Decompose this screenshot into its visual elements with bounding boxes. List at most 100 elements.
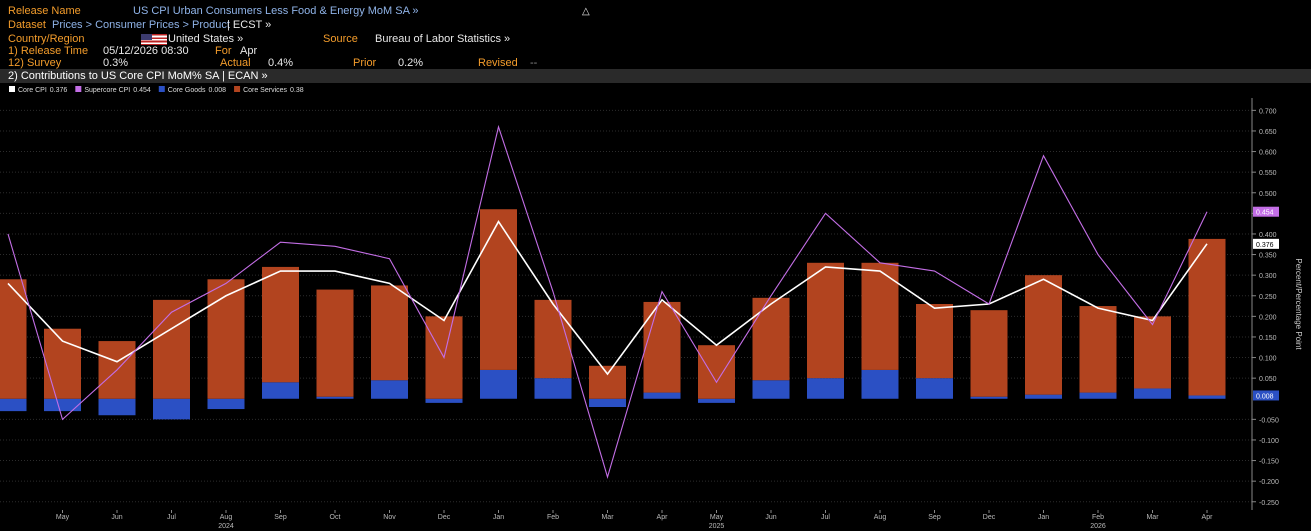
x-year-label: 2026 (1090, 523, 1106, 530)
y-tick-label: -0.100 (1259, 438, 1279, 445)
x-tick-label: Jun (765, 514, 776, 521)
bar (1134, 316, 1171, 389)
bar (0, 398, 27, 412)
bar (1188, 238, 1226, 396)
legend-swatch (75, 86, 82, 92)
bar (698, 398, 735, 403)
bar (916, 304, 953, 379)
y-tick-label: 0.150 (1259, 335, 1277, 342)
bar (861, 262, 899, 370)
x-tick-label: Dec (983, 514, 996, 521)
dataset-code[interactable]: | ECST » (227, 19, 272, 31)
bar (807, 378, 844, 399)
bar (371, 285, 408, 381)
bar (480, 209, 517, 370)
value-badge (1253, 238, 1279, 249)
bar (1025, 394, 1062, 399)
legend-value: 0.376 (50, 87, 68, 94)
x-tick-label: Nov (383, 514, 396, 521)
bar (970, 396, 1008, 399)
legend-swatch (9, 86, 15, 92)
release-name[interactable]: US CPI Urban Consumers Less Food & Energ… (133, 5, 419, 17)
bar (425, 398, 463, 403)
prior: 0.2% (398, 57, 424, 69)
legend-swatch (158, 86, 165, 92)
bar (916, 378, 953, 399)
x-tick-label: Jun (111, 514, 122, 521)
x-tick-label: Mar (1146, 514, 1159, 521)
value-badge (1253, 206, 1279, 217)
y-tick-label: 0.400 (1259, 232, 1277, 239)
bar (589, 365, 626, 399)
bar (643, 392, 681, 399)
panel-title[interactable]: 2) Contributions to US Core CPI MoM% SA … (8, 70, 268, 82)
bar (153, 299, 190, 399)
bar (534, 378, 572, 399)
bar (752, 297, 790, 381)
x-tick-label: Sep (274, 514, 287, 521)
legend-label: Core Goods (168, 87, 206, 94)
y-tick-label: -0.200 (1259, 479, 1279, 486)
revised: -- (530, 57, 538, 69)
for: Apr (240, 45, 258, 57)
y-tick-label: -0.250 (1259, 500, 1279, 507)
bar (480, 369, 517, 399)
bar (316, 396, 354, 399)
bar (0, 279, 27, 399)
bar (44, 328, 81, 399)
x-tick-label: Sep (928, 514, 941, 521)
flag (141, 34, 167, 45)
legend-label: Core Services (243, 87, 287, 94)
x-tick-label: Aug (874, 514, 887, 521)
bell-icon[interactable]: △ (582, 6, 590, 17)
value-badge-label: 0.376 (1256, 242, 1274, 249)
label: Country/Region (8, 33, 85, 45)
actual: 0.4% (268, 57, 294, 69)
bar (262, 266, 299, 383)
x-year-label: 2025 (709, 523, 725, 530)
dataset-path[interactable]: Prices > Consumer Prices > Product (52, 19, 230, 31)
bar (752, 380, 790, 399)
legend-value: 0.008 (209, 87, 227, 94)
legend-label: Core CPI (18, 87, 47, 94)
bar (970, 310, 1008, 397)
value-badge (1253, 390, 1279, 401)
label: 1) Release Time (8, 45, 89, 57)
bar (153, 398, 190, 420)
value-badge-label: 0.008 (1256, 393, 1274, 400)
country[interactable]: United States » (168, 33, 244, 45)
bar (1134, 388, 1171, 399)
bar (861, 369, 899, 399)
bar (698, 345, 735, 399)
release-time: 05/12/2026 08:30 (103, 45, 189, 57)
x-tick-label: Feb (547, 514, 559, 521)
legend-label: Supercore CPI (84, 87, 130, 94)
x-tick-label: Jul (167, 514, 176, 521)
y-tick-label: -0.150 (1259, 459, 1279, 466)
y-tick-label: 0.200 (1259, 314, 1277, 321)
x-tick-label: May (56, 514, 70, 521)
x-tick-label: Jan (493, 514, 504, 521)
label: For (215, 45, 232, 57)
x-tick-label: Jan (1038, 514, 1049, 521)
line (7, 124, 1208, 479)
row-release: Release Name US CPI Urban Consumers Less… (0, 5, 1311, 18)
y-tick-label: 0.250 (1259, 294, 1277, 301)
y-tick-label: 0.650 (1259, 129, 1277, 136)
legend-value: 0.454 (133, 87, 151, 94)
label: Revised (478, 57, 518, 69)
bar (98, 398, 136, 416)
bar (207, 279, 245, 399)
label: Source (323, 33, 358, 45)
x-tick-label: Apr (657, 514, 669, 521)
bar (1079, 306, 1117, 393)
bar (534, 299, 572, 379)
x-tick-label: Feb (1092, 514, 1104, 521)
y-tick-label: 0.350 (1259, 253, 1277, 260)
x-tick-label: Dec (438, 514, 451, 521)
y-tick-label: 0.500 (1259, 191, 1277, 198)
source[interactable]: Bureau of Labor Statistics » (375, 33, 511, 45)
y-tick-label: -0.050 (1259, 417, 1279, 424)
